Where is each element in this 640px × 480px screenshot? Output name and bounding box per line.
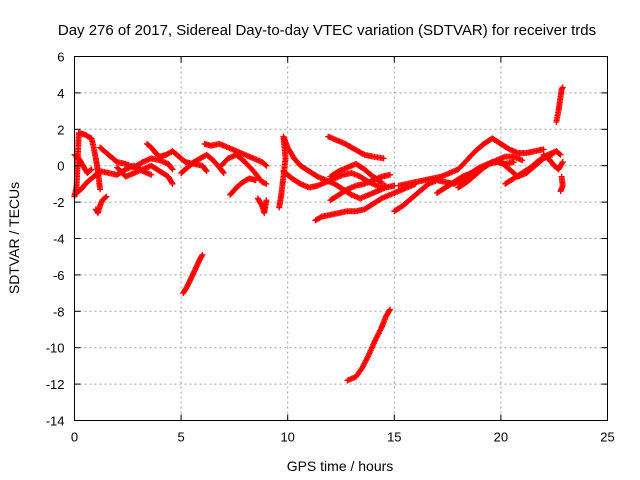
series-arc-m bbox=[254, 195, 270, 217]
y-tick-label: 4 bbox=[57, 86, 64, 101]
y-tick-label: -14 bbox=[46, 414, 65, 429]
y-tick-label: -2 bbox=[53, 195, 65, 210]
grid-lines bbox=[74, 56, 608, 421]
data-point bbox=[148, 171, 155, 178]
series-arc-z bbox=[540, 151, 566, 173]
data-point bbox=[263, 180, 270, 187]
data-point bbox=[360, 151, 367, 158]
data-point bbox=[252, 177, 259, 184]
data-point bbox=[263, 197, 270, 204]
x-tick-label: 10 bbox=[280, 430, 294, 445]
data-point bbox=[97, 186, 104, 193]
series-arc-t bbox=[344, 306, 394, 384]
series-arc-o bbox=[280, 168, 389, 191]
y-tick-label: -12 bbox=[46, 377, 65, 392]
data-point bbox=[387, 171, 394, 178]
series-arc-f bbox=[114, 162, 176, 187]
y-tick-label: 0 bbox=[57, 159, 64, 174]
chart-title: Day 276 of 2017, Sidereal Day-to-day VTE… bbox=[58, 22, 596, 39]
series-arc-ab bbox=[557, 173, 566, 195]
series-arc-a bbox=[71, 129, 104, 200]
series-arc-b bbox=[71, 151, 95, 176]
data-point bbox=[262, 161, 269, 168]
series-arc-v bbox=[395, 135, 547, 189]
data-point bbox=[558, 173, 565, 180]
data-point bbox=[510, 159, 517, 166]
series-arc-n bbox=[276, 133, 398, 211]
data-point bbox=[519, 157, 526, 164]
series-arc-s bbox=[325, 133, 387, 162]
x-tick-label: 5 bbox=[177, 430, 184, 445]
data-points bbox=[71, 84, 566, 384]
data-point bbox=[559, 159, 566, 166]
data-point bbox=[557, 151, 564, 158]
data-point bbox=[88, 166, 95, 173]
x-tick-label: 20 bbox=[494, 430, 508, 445]
x-tick-label: 15 bbox=[387, 430, 401, 445]
data-point bbox=[87, 167, 94, 174]
data-point bbox=[102, 194, 109, 201]
series-arc-i bbox=[180, 251, 206, 297]
data-point bbox=[199, 251, 206, 258]
y-tick-label: -4 bbox=[53, 232, 65, 247]
series-arc-e bbox=[97, 144, 176, 173]
data-point bbox=[169, 180, 176, 187]
data-point bbox=[169, 166, 176, 173]
data-point bbox=[386, 307, 393, 314]
x-tick-label: 25 bbox=[600, 430, 614, 445]
series-arc-aa bbox=[553, 84, 566, 126]
series-arc-j bbox=[201, 140, 270, 169]
series-arc-q bbox=[327, 171, 394, 204]
y-tick-label: 6 bbox=[57, 50, 64, 65]
data-point bbox=[559, 160, 566, 167]
data-point bbox=[377, 178, 384, 185]
y-axis-label: SDTVAR / TECUs bbox=[6, 182, 22, 294]
series-arc-c bbox=[71, 162, 155, 198]
plot-frame bbox=[74, 56, 608, 421]
data-point bbox=[540, 146, 547, 153]
data-point bbox=[382, 182, 389, 189]
data-point bbox=[202, 167, 209, 174]
data-point bbox=[168, 165, 175, 172]
data-point bbox=[378, 179, 385, 186]
series-arc-p bbox=[312, 180, 419, 224]
data-point bbox=[556, 150, 563, 157]
data-point bbox=[387, 306, 394, 313]
data-point bbox=[380, 155, 387, 162]
y-tick-label: 2 bbox=[57, 122, 64, 137]
series-arc-d bbox=[92, 193, 110, 217]
y-tick-label: -10 bbox=[46, 341, 65, 356]
data-point bbox=[198, 253, 205, 260]
series-arc-k bbox=[216, 151, 270, 187]
y-tick-label: -6 bbox=[53, 268, 65, 283]
y-tick-label: -8 bbox=[53, 304, 65, 319]
series-arc-h bbox=[178, 151, 227, 176]
axis-ticks: 0 5 10 15 20 25 -14 -12 -10 -8 -6 -4 -2 0 2 4 6 bbox=[46, 50, 615, 445]
data-point bbox=[219, 168, 226, 175]
data-point bbox=[168, 179, 175, 186]
data-point bbox=[263, 162, 270, 169]
x-axis-label: GPS time / hours bbox=[287, 458, 394, 474]
data-point bbox=[103, 193, 110, 200]
data-point bbox=[317, 214, 324, 221]
data-point bbox=[203, 168, 210, 175]
series-arc-r bbox=[327, 160, 385, 186]
data-point bbox=[220, 169, 227, 176]
x-tick-label: 0 bbox=[71, 430, 78, 445]
series-arc-l bbox=[227, 175, 259, 198]
data-point bbox=[559, 84, 566, 91]
